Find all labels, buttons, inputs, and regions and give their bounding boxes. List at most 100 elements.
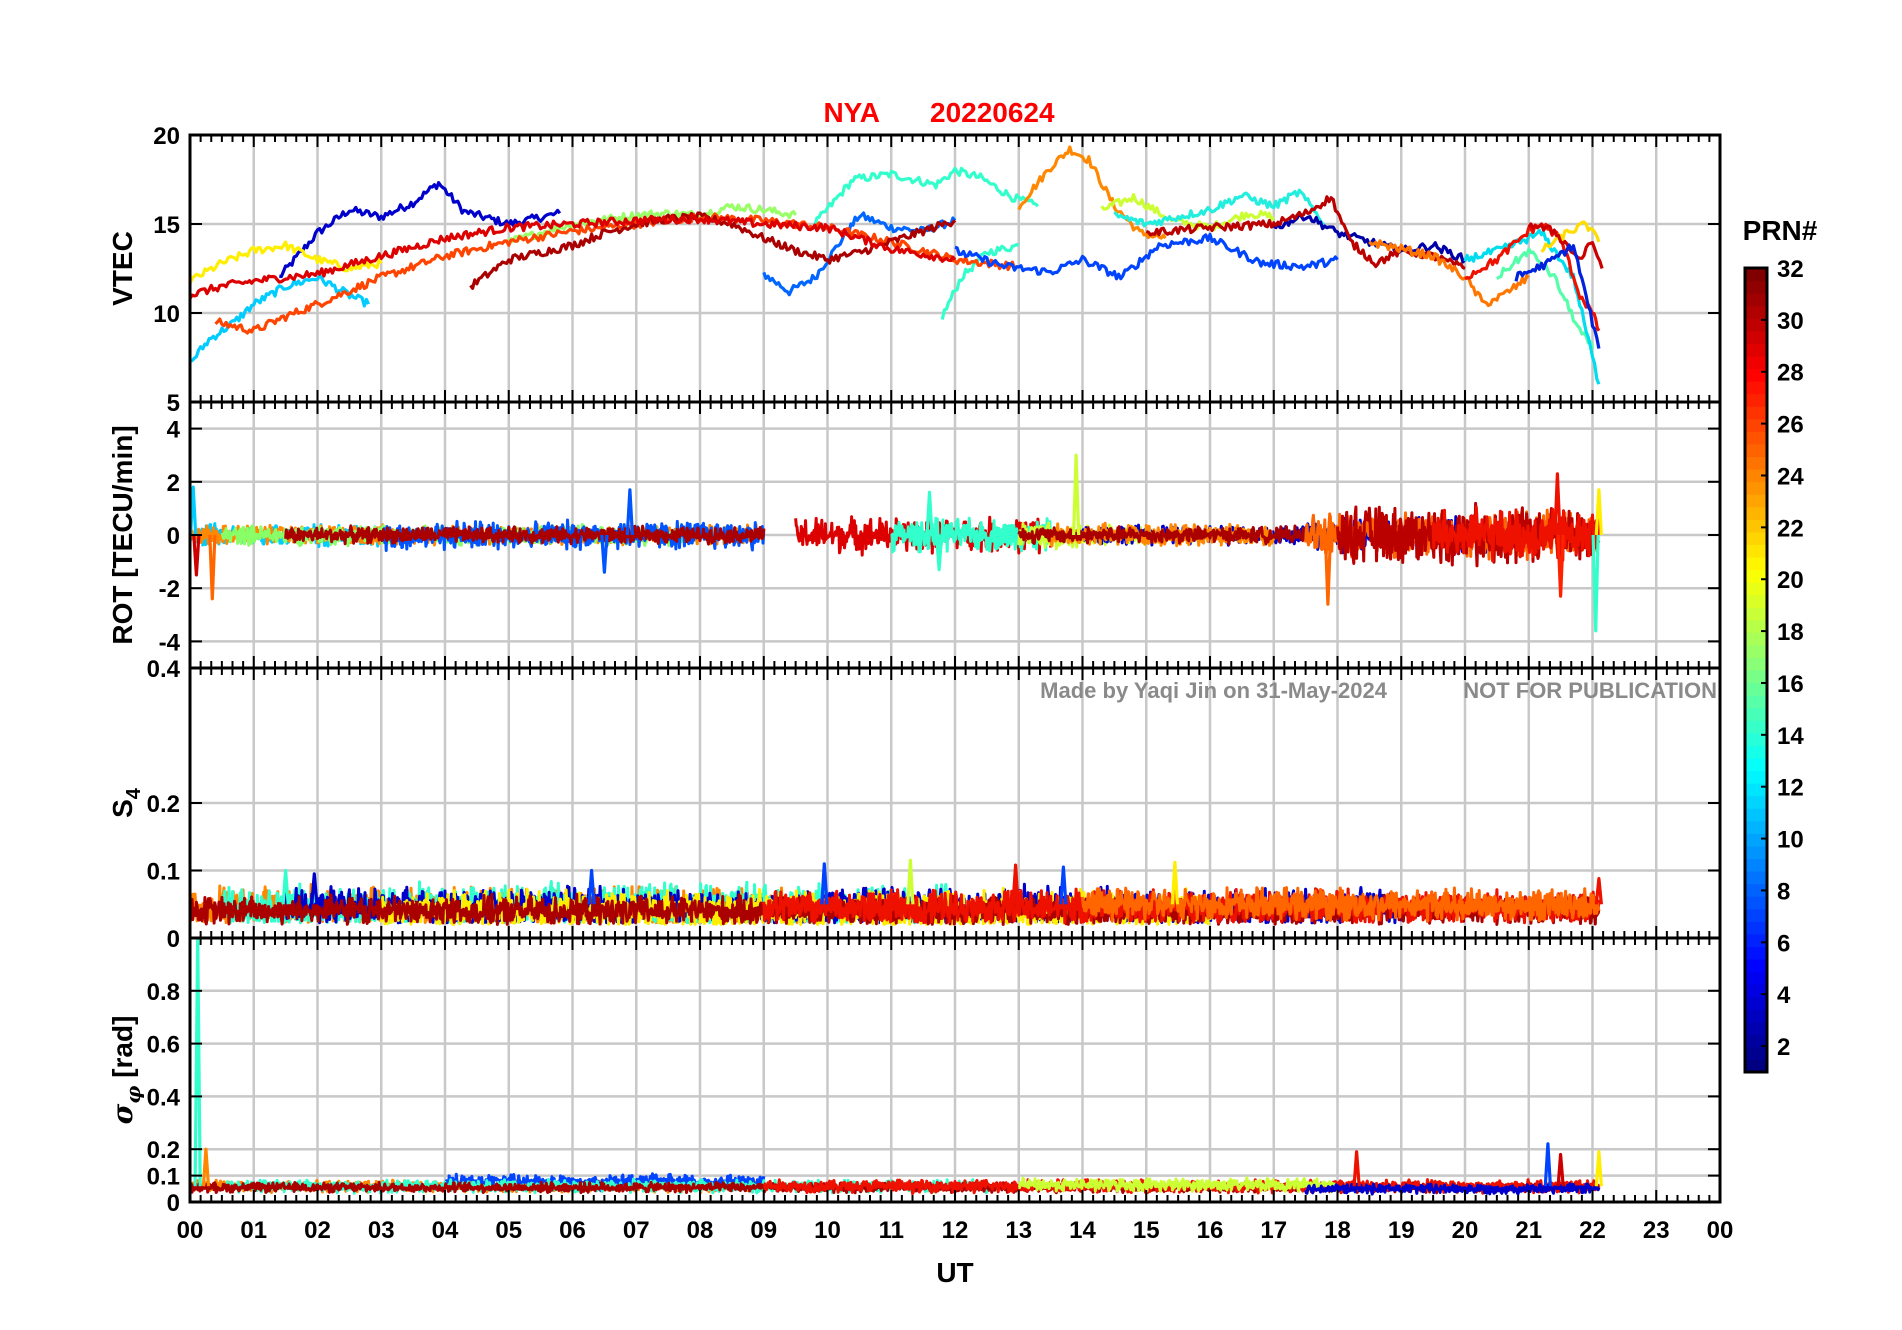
colorbar-swatch — [1745, 908, 1767, 922]
s4-spike-4 — [906, 858, 915, 905]
y-tick-label: 0.2 — [147, 1137, 180, 1164]
rot-series-10 — [1017, 524, 1339, 546]
colorbar-tick-label: 24 — [1777, 463, 1804, 490]
vtec-series-prn-5 — [1514, 243, 1601, 349]
vtec-series-prn-2 — [1272, 212, 1467, 264]
y-tick-label: 10 — [153, 301, 180, 328]
y-tick-label: 2 — [167, 470, 180, 497]
vtec-series-prn-24 — [1017, 145, 1167, 240]
colorbar-swatch — [1745, 481, 1767, 495]
x-tick-label: 22 — [1579, 1217, 1606, 1244]
colorbar-swatch — [1745, 770, 1767, 784]
s4-spike-8 — [1594, 876, 1603, 905]
panel-sigma_phi: 00.10.2 0.4 0.6 0.8σφ [rad] — [106, 936, 1722, 1217]
x-tick-label: 23 — [1643, 1217, 1670, 1244]
x-tick-label: 13 — [1005, 1217, 1032, 1244]
colorbar-swatch — [1745, 745, 1767, 759]
x-axis-tick-labels: 00 01 02 03 04 05 06 07 08 09 10 11 12 13 14 15 16 17 18 19… — [177, 1217, 1734, 1244]
sigma_phi-spike-2 — [1352, 1150, 1361, 1187]
colorbar-label: PRN# — [1743, 215, 1818, 246]
panel-s4: 0 0.1 0.2 0.4 S4 — [107, 656, 1722, 953]
x-tick-label: 15 — [1133, 1217, 1160, 1244]
x-axis-label: UT — [936, 1257, 973, 1288]
colorbar-swatch — [1745, 795, 1767, 809]
colorbar-tick-label: 16 — [1777, 671, 1804, 698]
x-tick-label: 02 — [304, 1217, 331, 1244]
y-axis-label-s4: S4 — [107, 787, 145, 818]
vtec-series-prn-14 — [1113, 188, 1326, 228]
rot-spike-3 — [600, 534, 609, 574]
colorbar-swatch — [1745, 393, 1767, 407]
colorbar-swatch — [1745, 305, 1767, 319]
colorbar-tick-label: 30 — [1777, 308, 1804, 335]
s4-spike-6 — [1059, 865, 1068, 905]
colorbar-tick-label: 22 — [1777, 515, 1804, 542]
data-s4 — [190, 858, 1603, 926]
sigma_phi-spike-0 — [193, 938, 202, 1187]
s4-spike-3 — [820, 862, 829, 905]
colorbar-swatch — [1745, 883, 1767, 897]
y-tick-label: 0.2 — [147, 791, 180, 818]
colorbar-swatch — [1745, 695, 1767, 709]
y-tick-label: 0 — [167, 1190, 180, 1217]
y-axis-label-rot: ROT [TECU/min] — [107, 425, 138, 644]
colorbar-swatch — [1745, 569, 1767, 583]
x-tick-label: 18 — [1324, 1217, 1351, 1244]
vtec-series-prn-13 — [813, 166, 1040, 227]
colorbar-swatch — [1745, 933, 1767, 947]
colorbar-swatch — [1745, 469, 1767, 483]
sigma_phi-spike-1 — [201, 1147, 211, 1187]
x-tick-label: 03 — [368, 1217, 395, 1244]
colorbar-frame — [1743, 266, 1769, 1074]
colorbar-swatch — [1745, 757, 1767, 772]
colorbar-swatch — [1745, 1059, 1767, 1073]
y-tick-label: 0 — [167, 926, 180, 953]
colorbar-tick-label: 32 — [1777, 256, 1804, 283]
x-tick-label: 16 — [1197, 1217, 1224, 1244]
colorbar-swatch — [1745, 971, 1767, 985]
y-tick-label: -4 — [159, 629, 181, 656]
colorbar-swatch — [1745, 594, 1767, 608]
colorbar-swatch — [1745, 720, 1767, 734]
colorbar-swatch — [1745, 921, 1767, 935]
colorbar-swatch — [1745, 946, 1767, 960]
x-tick-label: 17 — [1260, 1217, 1287, 1244]
y-tick-label: 0.4 — [147, 656, 181, 683]
y-tick-label: -2 — [159, 576, 180, 603]
colorbar-swatch — [1745, 519, 1767, 533]
colorbar-swatch — [1745, 820, 1767, 834]
colorbar-swatch — [1745, 845, 1767, 860]
vtec-series-prn-19 — [1100, 193, 1276, 232]
colorbar-swatch — [1745, 531, 1767, 545]
colorbar-swatch — [1745, 644, 1767, 659]
x-tick-label: 08 — [687, 1217, 714, 1244]
colorbar-swatch — [1745, 996, 1767, 1010]
rot-series-14 — [1431, 505, 1601, 563]
vtec-series-prn-9 — [954, 232, 1339, 281]
s4-series-6 — [1081, 886, 1601, 923]
colorbar-swatch — [1745, 418, 1767, 432]
colorbar-swatch — [1745, 582, 1767, 596]
title-date: 20220624 — [930, 97, 1055, 128]
colorbar-swatch — [1745, 858, 1767, 872]
colorbar-swatch — [1745, 1009, 1767, 1023]
data-rot — [190, 453, 1603, 633]
vtec-series-prn-24 — [1368, 239, 1530, 308]
s4-spike-1 — [310, 872, 319, 905]
colorbar-swatch — [1745, 732, 1767, 746]
s4-spike-5 — [1011, 863, 1020, 905]
x-tick-label: 19 — [1388, 1217, 1415, 1244]
x-tick-label: 20 — [1452, 1217, 1479, 1244]
y-tick-label: 5 — [167, 390, 180, 417]
grid-vtec — [188, 133, 1722, 404]
rot-spike-9 — [1553, 472, 1562, 536]
colorbar-swatch — [1745, 318, 1767, 332]
y-tick-label: 0.1 — [147, 1164, 180, 1191]
colorbar-swatch — [1745, 431, 1767, 445]
colorbar-tick-label: 12 — [1777, 775, 1804, 802]
x-ticks-sigma_phi — [189, 938, 1721, 1202]
colorbar-swatch — [1745, 343, 1767, 357]
colorbar-tick-label: 2 — [1777, 1034, 1790, 1061]
y-axis-label-sigma_phi: σφ [rad] — [106, 1016, 145, 1125]
